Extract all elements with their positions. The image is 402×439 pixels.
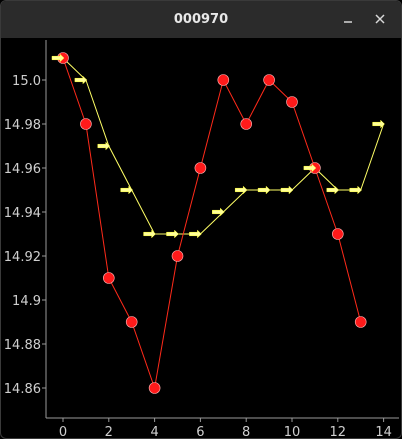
x-tick-label-3: 6: [196, 425, 204, 438]
price-point-13: [354, 316, 367, 328]
x-tick-label-4: 8: [242, 425, 250, 438]
x-tick-label-2: 4: [150, 425, 158, 438]
title-bar[interactable]: 000970: [1, 1, 401, 38]
price-point-3: [125, 316, 138, 328]
y-tick-label-7: 15.0: [12, 74, 41, 89]
signal-point-7: [212, 207, 225, 217]
price-point-9: [263, 74, 275, 86]
signal-point-2: [97, 141, 111, 151]
signal-point-0: [51, 53, 65, 63]
y-tick-label-1: 14.88: [4, 338, 41, 353]
signal-point-9: [257, 185, 271, 195]
signal-point-10: [280, 185, 294, 195]
signal-point-5: [166, 229, 179, 239]
price-point-2: [103, 272, 115, 284]
signal-point-12: [326, 185, 340, 195]
y-tick-label-0: 14.86: [4, 382, 41, 397]
x-tick-label-7: 14: [375, 425, 392, 438]
y-tick-label-6: 14.98: [4, 118, 41, 133]
price-point-5: [171, 250, 184, 262]
price-point-6: [194, 162, 207, 174]
signal-point-4: [143, 229, 156, 239]
y-tick-label-5: 14.96: [4, 162, 41, 177]
price-point-1: [80, 118, 92, 130]
signal-point-11: [303, 163, 317, 173]
signal-point-13: [349, 185, 363, 195]
x-tick-label-1: 2: [105, 425, 113, 438]
minimize-icon: [344, 21, 352, 23]
price-chart: 14.86 14.88 14.9 14.92 14.94 14.96 14.98 15.0 0 2…: [4, 40, 399, 438]
signal-point-14: [372, 119, 385, 129]
price-point-8: [240, 118, 252, 130]
signal-point-1: [74, 75, 88, 85]
y-tick-label-3: 14.92: [4, 250, 41, 265]
x-tick-label-0: 0: [59, 425, 67, 438]
x-tick-label-6: 12: [330, 425, 347, 438]
signal-point-8: [234, 185, 248, 195]
y-tick-label-4: 14.94: [4, 206, 41, 221]
close-button[interactable]: [369, 9, 391, 29]
signal-point-6: [189, 229, 202, 239]
window-title: 000970: [173, 12, 229, 27]
close-icon: [375, 14, 385, 24]
minimize-button[interactable]: [337, 9, 359, 29]
price-point-12: [331, 228, 344, 240]
price-series-line: [62, 57, 362, 390]
price-point-7: [217, 74, 230, 86]
price-point-10: [286, 96, 298, 108]
price-point-4: [148, 382, 161, 394]
y-tick-label-2: 14.9: [12, 294, 41, 309]
x-tick-label-5: 10: [284, 425, 301, 438]
signal-point-3: [120, 185, 134, 195]
